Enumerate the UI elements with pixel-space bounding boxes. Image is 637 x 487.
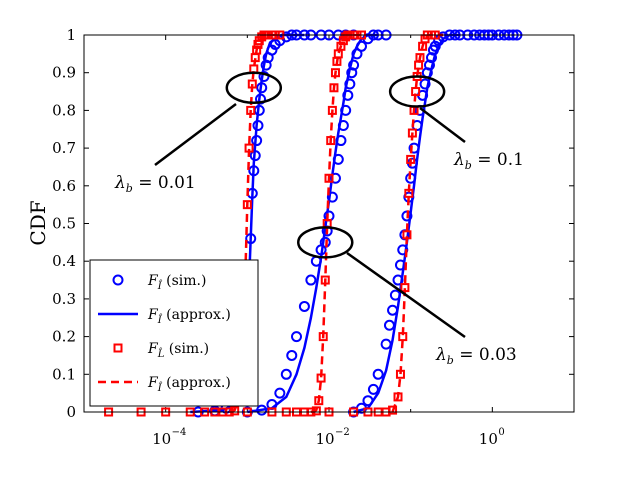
data-point-circle	[419, 78, 431, 90]
series-line-red-dashed	[310, 33, 362, 414]
data-point-circle	[291, 331, 303, 343]
data-point-circle	[305, 274, 317, 286]
data-point-circle	[274, 387, 286, 399]
series-line-blue-solid	[247, 33, 379, 414]
data-point-circle	[372, 368, 384, 380]
series-line-red-dashed	[228, 33, 280, 414]
x-tick-exponent: 0	[498, 427, 504, 438]
annotation-label: λb = 0.01	[114, 173, 196, 195]
annotation-ellipse	[297, 226, 354, 259]
x-tick-label: 10	[479, 430, 498, 448]
annotation-pointer-line	[346, 251, 466, 339]
data-point-circle	[286, 349, 298, 361]
legend-label: FL̂ (sim.)	[147, 341, 209, 360]
y-tick-label: 1	[66, 26, 76, 44]
data-point-square	[388, 405, 398, 415]
data-point-circle	[346, 67, 358, 79]
legend: FÎ (sim.) FÎ (approx.) FL̂ (sim.) FÎ (appro…	[89, 259, 259, 407]
y-tick-label: 0.1	[52, 365, 76, 383]
legend-label: FÎ (approx.)	[147, 375, 231, 394]
annotation-label: λb = 0.1	[453, 150, 524, 172]
y-tick-label: 0.8	[52, 101, 76, 119]
annotation-layer: λb = 0.01 λb = 0.03 λb = 0.1	[114, 71, 524, 367]
data-point-circle	[280, 368, 292, 380]
legend-label: FÎ (sim.)	[147, 273, 206, 292]
y-tick-label: 0.2	[52, 328, 76, 346]
data-point-circle	[348, 59, 360, 71]
y-tick-label: 0.3	[52, 290, 76, 308]
annotation-label: λb = 0.03	[435, 345, 517, 367]
annotation-ellipse	[388, 75, 446, 108]
y-tick-label: 0	[66, 403, 76, 421]
legend-swatch-square	[113, 343, 123, 353]
y-tick-label: 0.7	[52, 139, 76, 157]
annotation-ellipse	[225, 71, 283, 105]
data-point-circle	[367, 383, 379, 395]
data-point-circle	[326, 191, 338, 203]
x-tick-exponent: −4	[172, 427, 187, 438]
data-point-circle	[298, 300, 310, 312]
series-line-red-dashed	[391, 33, 444, 413]
y-tick-label: 0.9	[52, 64, 76, 82]
x-tick-label: 10	[152, 430, 171, 448]
y-tick-label: 0.4	[52, 252, 76, 270]
data-point-circle	[280, 31, 292, 43]
annotation-pointer-line	[154, 103, 237, 166]
data-point-circle	[423, 59, 435, 71]
annotation-pointer-line	[419, 107, 466, 143]
x-tick-label: 10	[315, 430, 334, 448]
y-axis-label: CDF	[26, 200, 50, 245]
x-tick-exponent: −2	[335, 427, 350, 438]
y-tick-label: 0.5	[52, 215, 76, 233]
data-point-circle	[426, 52, 438, 64]
y-tick-label: 0.6	[52, 177, 76, 195]
series-line-blue-solid	[353, 33, 460, 414]
legend-label: FÎ (approx.)	[147, 307, 231, 326]
plot-frame	[83, 34, 575, 413]
legend-swatch-circle	[112, 274, 124, 286]
